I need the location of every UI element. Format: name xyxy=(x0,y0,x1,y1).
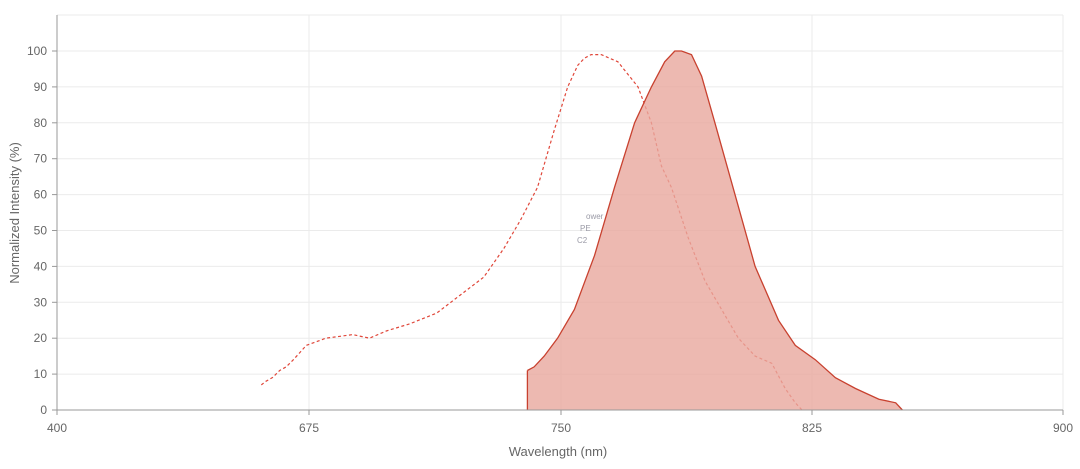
faint-label: ower xyxy=(586,212,604,221)
x-tick-label: 400 xyxy=(47,421,67,435)
y-tick-label: 100 xyxy=(27,44,47,58)
tick-labels: 0 10 20 30 40 50 60 70 80 90 100 400 675 750 825 900 xyxy=(27,44,1073,435)
y-axis-title: Normalized Intensity (%) xyxy=(7,142,22,284)
y-tick-label: 70 xyxy=(34,152,48,166)
y-tick-label: 30 xyxy=(34,295,48,309)
y-tick-label: 20 xyxy=(34,331,48,345)
x-tick-label: 675 xyxy=(299,421,319,435)
y-tick-label: 80 xyxy=(34,116,48,130)
faint-label: PE xyxy=(580,224,591,233)
y-tick-label: 40 xyxy=(34,259,48,273)
axes xyxy=(52,15,1064,415)
x-tick-label: 750 xyxy=(551,421,571,435)
emission-area-fill xyxy=(527,51,903,410)
faint-label: C2 xyxy=(577,236,588,245)
emission-curve xyxy=(527,50,903,411)
y-tick-label: 90 xyxy=(34,80,48,94)
data-series xyxy=(260,50,903,411)
faint-overlay-labels: ower PE C2 xyxy=(577,212,604,245)
x-axis-title: Wavelength (nm) xyxy=(509,444,608,459)
x-tick-label: 900 xyxy=(1053,421,1073,435)
y-tick-label: 10 xyxy=(34,367,48,381)
y-tick-label: 50 xyxy=(34,224,48,238)
y-tick-label: 60 xyxy=(34,188,48,202)
y-tick-label: 0 xyxy=(40,403,47,417)
x-tick-label: 825 xyxy=(802,421,822,435)
